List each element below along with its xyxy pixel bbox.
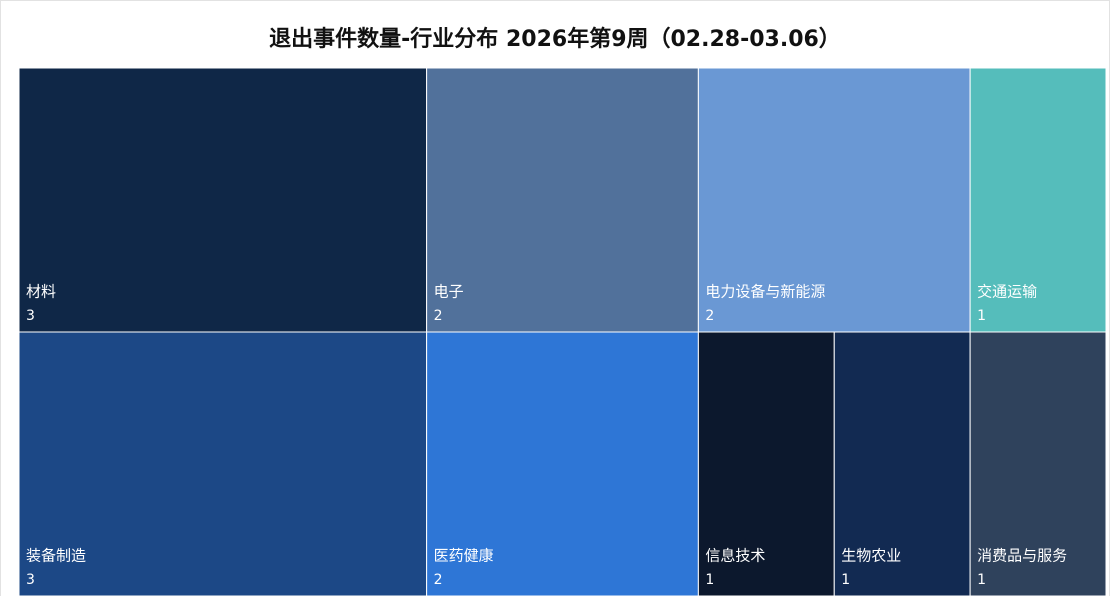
cell-value: 1 [705,572,714,588]
cell-label: 装备制造 [26,547,86,565]
cell-value: 2 [434,572,443,588]
treemap-cell [18,67,428,333]
cell-label: 医药健康 [434,547,494,565]
cell-value: 1 [977,572,986,588]
treemap-cell [697,67,971,333]
treemap-cell [426,67,699,333]
chart-title: 退出事件数量-行业分布 2026年第9周（02.28-03.06） [269,26,841,52]
cell-value: 1 [841,572,850,588]
cell-value: 2 [705,308,714,324]
cell-label: 材料 [26,283,56,301]
cell-label: 交通运输 [977,283,1037,301]
cell-value: 2 [434,308,443,324]
cell-value: 1 [977,308,986,324]
treemap-cell [426,331,699,596]
treemap-cell [697,331,835,596]
cell-label: 电力设备与新能源 [705,283,825,301]
treemap-cell [833,331,971,596]
cell-label: 信息技术 [705,547,765,565]
cell-label: 生物农业 [841,547,901,565]
cell-label: 消费品与服务 [977,547,1067,565]
cell-label: 电子 [434,283,464,301]
cell-value: 3 [26,572,35,588]
treemap-cell [969,331,1107,596]
treemap-cell [18,331,428,596]
cell-value: 3 [26,308,35,324]
